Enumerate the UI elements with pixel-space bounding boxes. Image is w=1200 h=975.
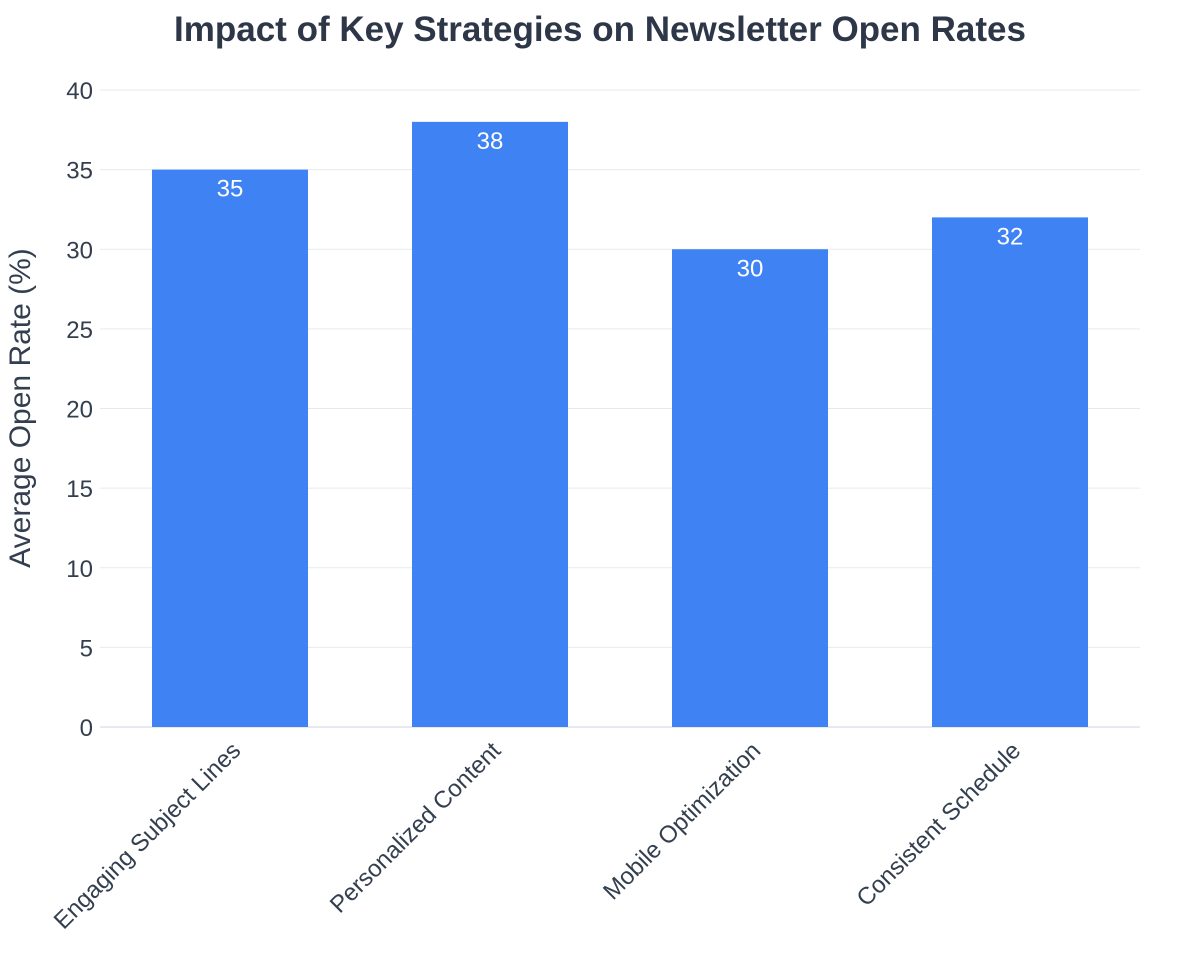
y-tick-label: 20 [66, 397, 93, 424]
x-category-label: Personalized Content [325, 737, 507, 919]
y-axis-ticks: 0 5 10 15 20 25 30 35 40 [66, 78, 93, 742]
bar[interactable] [672, 249, 828, 727]
y-tick-label: 40 [66, 78, 93, 105]
bar-value-label: 35 [217, 176, 244, 203]
bar[interactable] [932, 217, 1088, 727]
x-category-label: Engaging Subject Lines [49, 737, 246, 934]
bar-value-label: 38 [477, 128, 504, 155]
bar[interactable] [152, 169, 308, 727]
y-tick-label: 10 [66, 556, 93, 583]
bar-value-label: 30 [737, 255, 764, 282]
bars: 35 38 30 32 [152, 121, 1088, 728]
y-tick-label: 25 [66, 317, 93, 344]
y-tick-label: 30 [66, 237, 93, 264]
y-tick-label: 35 [66, 158, 93, 185]
y-tick-label: 0 [80, 715, 93, 742]
x-category-label: Mobile Optimization [598, 737, 766, 905]
y-axis-title: Average Open Rate (%) [4, 248, 37, 568]
x-axis-categories: Engaging Subject Lines Personalized Conte… [49, 737, 1026, 935]
bar[interactable] [412, 121, 568, 728]
bar-value-label: 32 [997, 223, 1024, 250]
y-tick-label: 15 [66, 476, 93, 503]
chart-title: Impact of Key Strategies on Newsletter O… [174, 10, 1026, 49]
y-tick-label: 5 [80, 635, 93, 662]
x-category-label: Consistent Schedule [851, 737, 1026, 912]
